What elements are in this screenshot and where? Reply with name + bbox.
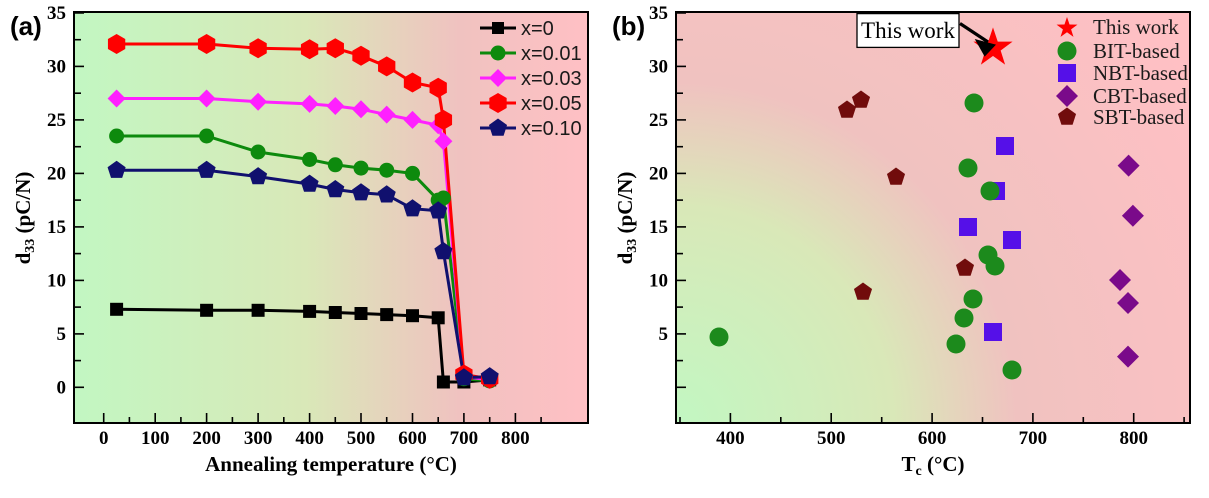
svg-text:400: 400 bbox=[716, 428, 745, 449]
svg-text:Tc (°C): Tc (°C) bbox=[901, 452, 964, 479]
svg-text:35: 35 bbox=[649, 3, 668, 24]
svg-text:x=0.10: x=0.10 bbox=[521, 118, 582, 140]
svg-text:15: 15 bbox=[47, 217, 66, 238]
svg-text:10: 10 bbox=[47, 271, 66, 292]
svg-text:700: 700 bbox=[450, 428, 479, 449]
svg-text:100: 100 bbox=[141, 428, 170, 449]
svg-text:NBT-based: NBT-based bbox=[1093, 61, 1188, 85]
svg-text:0: 0 bbox=[57, 378, 67, 399]
svg-text:This work: This work bbox=[1093, 15, 1179, 39]
svg-text:This work: This work bbox=[861, 18, 955, 43]
svg-text:BIT-based: BIT-based bbox=[1093, 39, 1180, 63]
svg-text:200: 200 bbox=[192, 428, 221, 449]
svg-text:25: 25 bbox=[47, 110, 66, 131]
svg-text:700: 700 bbox=[1019, 428, 1048, 449]
svg-text:d33 (pC/N): d33 (pC/N) bbox=[11, 172, 38, 265]
svg-text:SBT-based: SBT-based bbox=[1093, 105, 1185, 129]
svg-text:25: 25 bbox=[649, 110, 668, 131]
svg-text:Annealing temperature (°C): Annealing temperature (°C) bbox=[205, 452, 457, 476]
svg-text:(a): (a) bbox=[10, 11, 42, 41]
svg-text:600: 600 bbox=[918, 428, 947, 449]
svg-text:x=0.01: x=0.01 bbox=[521, 43, 582, 65]
svg-text:300: 300 bbox=[244, 428, 273, 449]
svg-text:500: 500 bbox=[347, 428, 376, 449]
svg-text:d33 (pC/N): d33 (pC/N) bbox=[613, 172, 640, 265]
svg-text:5: 5 bbox=[659, 324, 669, 345]
svg-text:30: 30 bbox=[649, 57, 668, 78]
svg-text:x=0.03: x=0.03 bbox=[521, 68, 582, 90]
svg-text:20: 20 bbox=[47, 164, 66, 185]
svg-text:(b): (b) bbox=[612, 11, 645, 41]
svg-text:400: 400 bbox=[295, 428, 324, 449]
svg-text:15: 15 bbox=[649, 217, 668, 238]
svg-text:500: 500 bbox=[817, 428, 846, 449]
svg-text:x=0: x=0 bbox=[521, 18, 554, 40]
svg-text:30: 30 bbox=[47, 57, 66, 78]
svg-text:800: 800 bbox=[1119, 428, 1148, 449]
svg-text:35: 35 bbox=[47, 3, 66, 24]
svg-text:600: 600 bbox=[398, 428, 427, 449]
svg-text:5: 5 bbox=[57, 324, 67, 345]
svg-text:0: 0 bbox=[99, 428, 109, 449]
svg-text:800: 800 bbox=[501, 428, 530, 449]
svg-text:10: 10 bbox=[649, 271, 668, 292]
svg-text:20: 20 bbox=[649, 164, 668, 185]
svg-text:x=0.05: x=0.05 bbox=[521, 93, 582, 115]
